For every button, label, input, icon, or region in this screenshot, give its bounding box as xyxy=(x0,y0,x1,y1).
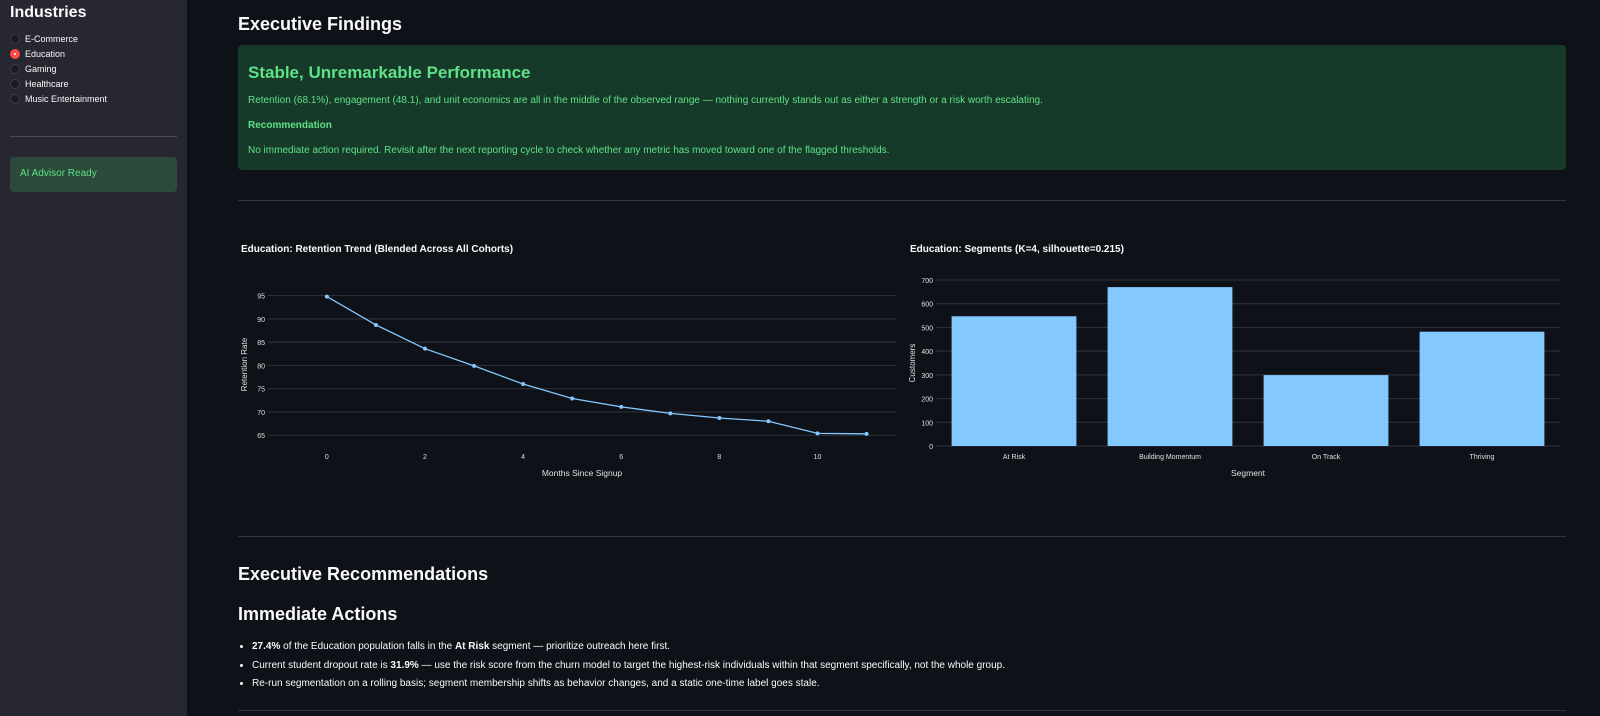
y-tick-label: 80 xyxy=(257,363,265,370)
sidebar-divider xyxy=(10,136,177,137)
advisor-status-badge: AI Advisor Ready xyxy=(10,157,177,192)
section-divider xyxy=(238,710,1566,711)
line-chart-title: Education: Retention Trend (Blended Acro… xyxy=(241,244,514,255)
x-tick-label: On Track xyxy=(1312,454,1341,461)
data-point xyxy=(668,411,673,416)
radio-e-commerce[interactable]: E-Commerce xyxy=(10,31,177,46)
bar xyxy=(1107,287,1233,446)
y-tick-label: 70 xyxy=(257,410,265,417)
findings-card-title: Stable, Unremarkable Performance xyxy=(248,63,531,82)
bar-chart-title: Education: Segments (K=4, silhouette=0.2… xyxy=(910,244,1124,255)
recommendations-heading: Executive Recommendations xyxy=(238,564,489,584)
x-tick-label: 10 xyxy=(814,454,822,461)
data-point xyxy=(373,322,378,327)
y-tick-label: 300 xyxy=(921,373,933,380)
recommendation-label: Recommendation xyxy=(248,120,332,131)
radio-healthcare[interactable]: Healthcare xyxy=(10,76,177,91)
y-tick-label: 200 xyxy=(921,397,933,404)
radio-label: Gaming xyxy=(25,63,57,74)
retention-line-chart: 65 70 75 80 85 90 95 0 2 4 6 8 10 Months Since Signup… xyxy=(240,294,896,478)
sidebar-title: Industries xyxy=(10,4,87,21)
section-divider xyxy=(238,536,1566,537)
data-point xyxy=(766,419,771,424)
bar xyxy=(951,316,1077,446)
data-point xyxy=(864,431,869,436)
list-item: Re-run segmentation on a rolling basis; … xyxy=(252,675,1005,694)
radio-circle-icon[interactable] xyxy=(10,78,20,89)
x-axis-label: Months Since Signup xyxy=(542,468,623,478)
data-point xyxy=(570,396,575,401)
y-axis-label: Retention Rate xyxy=(240,337,249,391)
y-tick-label: 500 xyxy=(921,325,933,332)
y-tick-label: 85 xyxy=(257,340,265,347)
radio-label: Healthcare xyxy=(25,78,69,89)
y-tick-label: 65 xyxy=(257,433,265,440)
radio-selected-icon[interactable] xyxy=(10,48,20,59)
segments-bar-chart: 0 100 200 300 400 500 600 700 At Risk Building Mo… xyxy=(908,278,1560,478)
data-point xyxy=(423,346,427,351)
data-point xyxy=(619,404,624,409)
radio-circle-icon[interactable] xyxy=(10,33,20,44)
radio-circle-icon[interactable] xyxy=(10,63,20,74)
y-tick-label: 75 xyxy=(257,387,265,394)
section-divider xyxy=(238,200,1566,201)
y-tick-label: 700 xyxy=(921,278,933,285)
x-tick-label: 6 xyxy=(619,454,623,461)
recommendation-text: No immediate action required. Revisit af… xyxy=(248,145,890,156)
y-tick-label: 400 xyxy=(921,349,933,356)
radio-circle-icon[interactable] xyxy=(10,93,20,104)
immediate-actions-heading: Immediate Actions xyxy=(238,604,398,624)
y-tick-label: 0 xyxy=(929,444,933,451)
x-tick-label: Thriving xyxy=(1470,454,1495,461)
data-point xyxy=(717,416,722,421)
radio-education[interactable]: Education xyxy=(10,46,177,61)
findings-heading: Executive Findings xyxy=(238,14,403,34)
bar xyxy=(1263,375,1389,446)
findings-summary: Retention (68.1%), engagement (48.1), an… xyxy=(248,95,1043,106)
x-tick-label: 0 xyxy=(325,454,329,461)
radio-gaming[interactable]: Gaming xyxy=(10,61,177,76)
y-tick-label: 95 xyxy=(257,294,265,301)
radio-label: Education xyxy=(25,48,66,59)
y-axis-label: Customers xyxy=(908,344,917,383)
list-item: 27.4% of the Education population falls … xyxy=(252,638,1005,657)
x-tick-label: At Risk xyxy=(1003,454,1026,461)
radio-music-entertainment[interactable]: Music Entertainment xyxy=(10,91,177,106)
y-tick-label: 600 xyxy=(921,302,933,309)
findings-card: Stable, Unremarkable Performance Retenti… xyxy=(238,45,1566,170)
data-point xyxy=(815,431,820,436)
sidebar: Industries E-Commerce Education Gaming H… xyxy=(0,0,187,716)
x-tick-label: 8 xyxy=(717,454,721,461)
y-tick-label: 90 xyxy=(257,317,265,324)
series-line xyxy=(326,296,867,435)
data-point xyxy=(324,294,329,299)
radio-label: Music Entertainment xyxy=(25,93,108,104)
x-axis-label: Segment xyxy=(1231,468,1266,478)
actions-list: 27.4% of the Education population falls … xyxy=(252,638,1005,694)
y-tick-label: 100 xyxy=(921,420,933,427)
data-point xyxy=(472,363,477,368)
x-tick-label: 2 xyxy=(423,454,427,461)
bar xyxy=(1419,331,1545,446)
industry-radio-group: E-Commerce Education Gaming Healthcare M… xyxy=(10,31,177,106)
data-point xyxy=(521,382,526,387)
x-tick-label: 4 xyxy=(521,454,525,461)
radio-label: E-Commerce xyxy=(25,33,79,44)
x-tick-label: Building Momentum xyxy=(1139,454,1201,461)
main-content: Executive Findings Stable, Unremarkable … xyxy=(238,0,1566,716)
list-item: Current student dropout rate is 31.9% — … xyxy=(252,657,1005,676)
